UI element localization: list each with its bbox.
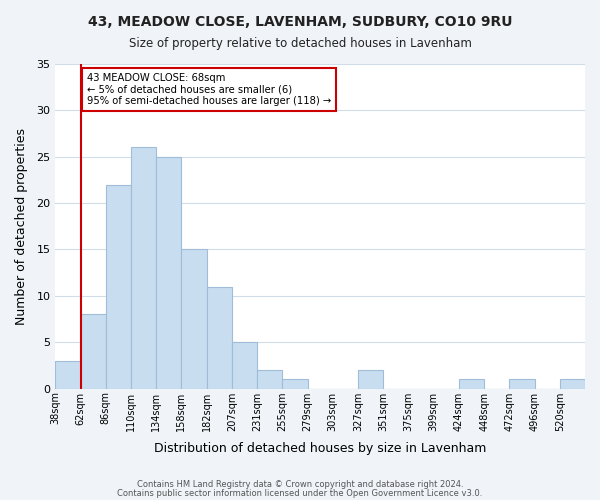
Bar (181, 250, 206, 388)
Bar (55, 361, 80, 388)
Text: Contains HM Land Registry data © Crown copyright and database right 2024.: Contains HM Land Registry data © Crown c… (137, 480, 463, 489)
Bar (232, 342, 257, 388)
Bar (106, 184, 131, 388)
Bar (80, 314, 106, 388)
X-axis label: Distribution of detached houses by size in Lavenham: Distribution of detached houses by size … (154, 442, 487, 455)
Text: Contains public sector information licensed under the Open Government Licence v3: Contains public sector information licen… (118, 488, 482, 498)
Bar (358, 370, 383, 388)
Text: 43 MEADOW CLOSE: 68sqm
← 5% of detached houses are smaller (6)
95% of semi-detac: 43 MEADOW CLOSE: 68sqm ← 5% of detached … (87, 74, 331, 106)
Text: Size of property relative to detached houses in Lavenham: Size of property relative to detached ho… (128, 38, 472, 51)
Bar (131, 148, 156, 388)
Bar (459, 380, 484, 388)
Bar (283, 380, 308, 388)
Text: 43, MEADOW CLOSE, LAVENHAM, SUDBURY, CO10 9RU: 43, MEADOW CLOSE, LAVENHAM, SUDBURY, CO1… (88, 15, 512, 29)
Bar (156, 156, 181, 388)
Bar (509, 380, 535, 388)
Bar (257, 370, 283, 388)
Bar (206, 286, 232, 388)
Bar (560, 380, 585, 388)
Y-axis label: Number of detached properties: Number of detached properties (15, 128, 28, 325)
